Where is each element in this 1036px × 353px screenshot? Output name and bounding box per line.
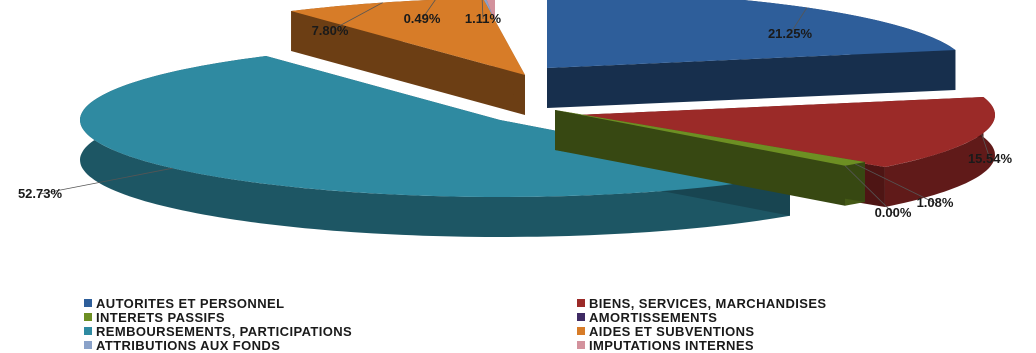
data-label-3: 1.08% [917, 195, 954, 210]
legend-label: AUTORITES ET PERSONNEL [96, 295, 285, 311]
pie-slice-5-top [79, 56, 791, 198]
leader-line-3 [854, 163, 936, 204]
legend-swatch [84, 299, 92, 307]
legend-swatch [577, 327, 585, 335]
leader-line-2 [981, 134, 991, 160]
data-label-7: 0.49% [404, 11, 441, 26]
legend-label: INTERETS PASSIFS [96, 309, 225, 325]
legend-swatch [577, 341, 585, 349]
leader-lines [39, 0, 991, 214]
legend-label: IMPUTATIONS INTERNES [589, 337, 754, 353]
leader-line-8 [481, 0, 484, 20]
leader-line-5 [39, 167, 173, 195]
data-label-6: 7.80% [312, 23, 349, 38]
legend-label: AIDES ET SUBVENTIONS [589, 323, 755, 339]
pie-slice-3 [555, 110, 865, 206]
pie-slice-6 [291, 0, 525, 116]
legend-label: ATTRIBUTIONS AUX FONDS [96, 337, 281, 353]
data-label-4: 0.00% [875, 205, 912, 220]
legend-swatch [84, 341, 92, 349]
legend-swatch [577, 313, 585, 321]
pie-slice-5-side [80, 56, 790, 237]
legend-label: BIENS, SERVICES, MARCHANDISES [589, 295, 827, 311]
legend-item-2: BIENS, SERVICES, MARCHANDISES [577, 295, 977, 311]
leader-line-6 [329, 2, 383, 32]
data-label-8: 1.11% [465, 11, 502, 26]
legend-label: AMORTISSEMENTS [589, 309, 718, 325]
legend-item-4: AMORTISSEMENTS [577, 309, 977, 325]
pie-slice-1 [547, 0, 956, 108]
pie-slices [79, 0, 995, 237]
legend-item-3: INTERETS PASSIFS [84, 309, 577, 325]
pie-slice-2-side [884, 97, 995, 207]
pie-slice-6-top [291, 0, 525, 75]
leader-line-1 [789, 7, 808, 35]
legend-swatch [84, 313, 92, 321]
pie-slice-6-edge-1 [291, 11, 525, 116]
leader-line-4 [844, 165, 894, 214]
leader-line-7 [421, 0, 436, 20]
pie-slice-1-top [547, 0, 956, 68]
data-label-5: 52.73% [18, 186, 63, 201]
legend-swatch [577, 299, 585, 307]
legend-grid: AUTORITES ET PERSONNEL BIENS, SERVICES, M… [84, 295, 984, 353]
data-labels: 21.25% 15.54% 1.08% 0.00% 52.73% 7.80% 0.49% 1.… [18, 11, 1013, 220]
pie-slice-1-edge-2 [547, 50, 956, 108]
legend-item-6: AIDES ET SUBVENTIONS [577, 323, 977, 339]
legend-item-1: AUTORITES ET PERSONNEL [84, 295, 577, 311]
legend-item-5: REMBOURSEMENTS, PARTICIPATIONS [84, 323, 577, 339]
legend-label: REMBOURSEMENTS, PARTICIPATIONS [96, 323, 353, 339]
legend-swatch [84, 327, 92, 335]
pie-slice-3-edge-2 [555, 110, 846, 206]
data-label-1: 21.25% [768, 26, 813, 41]
data-label-2: 15.54% [968, 151, 1013, 166]
legend-item-7: ATTRIBUTIONS AUX FONDS [84, 337, 577, 353]
legend-item-8: IMPUTATIONS INTERNES [577, 337, 977, 353]
pie-slice-3-top [555, 110, 865, 166]
pie-slice-2-top [575, 97, 995, 167]
legend: AUTORITES ET PERSONNEL BIENS, SERVICES, M… [84, 295, 984, 353]
